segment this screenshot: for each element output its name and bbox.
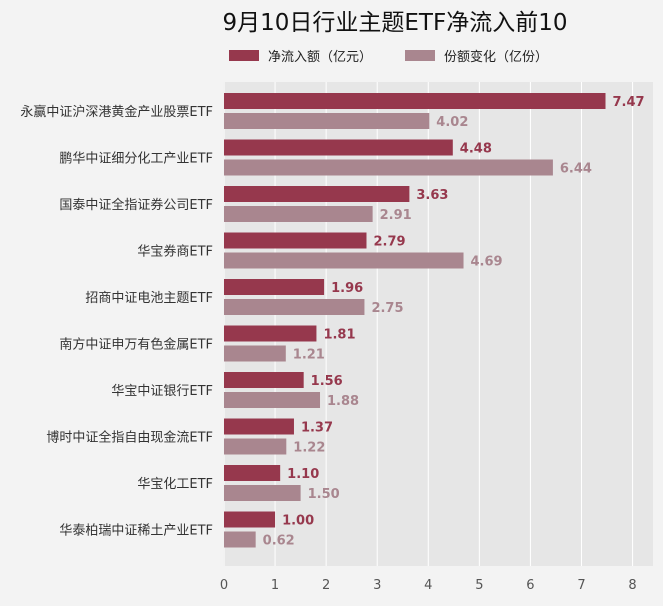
data-label-net-inflow: 1.96 xyxy=(331,281,363,296)
bar-share-change xyxy=(224,438,287,455)
data-label-net-inflow: 7.47 xyxy=(613,95,645,110)
x-tick-label: 0 xyxy=(220,578,228,593)
data-label-share-change: 0.62 xyxy=(263,534,295,549)
category-label: 永赢中证沪深港黄金产业股票ETF xyxy=(20,104,213,120)
bars xyxy=(224,93,606,548)
data-label-share-change: 1.22 xyxy=(293,441,325,456)
data-label-share-change: 4.02 xyxy=(436,115,468,130)
data-label-net-inflow: 2.79 xyxy=(373,235,405,250)
bar-share-change xyxy=(224,113,430,129)
category-label: 博时中证全指自由现金流ETF xyxy=(46,430,213,446)
category-label: 南方中证申万有色金属ETF xyxy=(59,337,213,353)
data-label-share-change: 1.21 xyxy=(293,348,325,363)
data-label-share-change: 4.69 xyxy=(471,255,503,270)
category-label: 华宝券商ETF xyxy=(137,244,213,260)
category-label: 鹏华中证细分化工产业ETF xyxy=(59,152,213,167)
bar-net-inflow xyxy=(224,418,294,435)
x-tick-label: 6 xyxy=(526,578,534,593)
bar-share-change xyxy=(224,531,256,548)
data-label-net-inflow: 1.81 xyxy=(323,328,355,343)
bar-net-inflow xyxy=(224,511,276,528)
bar-net-inflow xyxy=(224,232,367,249)
bar-share-change xyxy=(224,345,286,362)
bar-share-change xyxy=(224,392,321,408)
data-label-net-inflow: 1.37 xyxy=(301,421,333,436)
x-tick-label: 1 xyxy=(271,578,279,593)
data-label-net-inflow: 1.00 xyxy=(282,514,314,529)
category-label: 华宝中证银行ETF xyxy=(111,384,213,399)
data-label-share-change: 2.91 xyxy=(380,208,412,223)
category-labels: 永赢中证沪深港黄金产业股票ETF 鹏华中证细分化工产业ETF 国泰中证全指证券公司E… xyxy=(20,104,213,539)
bar-share-change xyxy=(224,299,365,315)
data-label-share-change: 1.50 xyxy=(308,487,340,502)
data-label-share-change: 1.88 xyxy=(327,394,359,409)
bar-net-inflow xyxy=(224,465,281,481)
bar-net-inflow xyxy=(224,279,325,295)
data-label-net-inflow: 1.56 xyxy=(311,374,343,389)
bar-net-inflow xyxy=(224,139,453,156)
x-tick-label: 5 xyxy=(475,578,483,593)
category-label: 国泰中证全指证券公司ETF xyxy=(59,197,213,213)
category-label: 华宝化工ETF xyxy=(137,477,213,492)
chart-title: 9月10日行业主题ETF净流入前10 xyxy=(223,10,568,36)
category-label: 招商中证电池主题ETF xyxy=(85,291,213,306)
x-axis-ticks: 0 1 2 3 4 5 6 7 8 xyxy=(220,578,637,593)
bar-share-change xyxy=(224,252,464,269)
bar-net-inflow xyxy=(224,372,304,388)
legend-swatch-share-change xyxy=(405,50,435,61)
data-label-share-change: 6.44 xyxy=(560,162,592,177)
bar-net-inflow xyxy=(224,93,606,109)
x-tick-label: 3 xyxy=(373,578,381,593)
data-label-net-inflow: 1.10 xyxy=(287,467,319,482)
category-label: 华泰柏瑞中证稀土产业ETF xyxy=(59,524,213,539)
bar-share-change xyxy=(224,206,373,222)
data-label-share-change: 2.75 xyxy=(371,301,403,316)
x-tick-label: 8 xyxy=(628,578,636,593)
bar-net-inflow xyxy=(224,186,410,202)
chart-legend: 净流入额（亿元） 份额变化（亿份） xyxy=(229,49,548,65)
bar-share-change xyxy=(224,485,301,501)
bar-net-inflow xyxy=(224,325,317,342)
x-tick-label: 7 xyxy=(577,578,585,593)
data-label-net-inflow: 3.63 xyxy=(416,188,448,203)
x-tick-label: 4 xyxy=(424,578,432,593)
data-labels: 7.47 4.02 4.48 6.44 3.63 2.91 2.79 4.69 1.96 2.75… xyxy=(263,95,645,549)
x-tick-label: 2 xyxy=(322,578,330,593)
bar-share-change xyxy=(224,159,553,176)
legend-label-net-inflow: 净流入额（亿元） xyxy=(268,50,372,65)
legend-swatch-net-inflow xyxy=(229,50,259,61)
data-label-net-inflow: 4.48 xyxy=(460,142,492,157)
legend-label-share-change: 份额变化（亿份） xyxy=(444,49,548,65)
